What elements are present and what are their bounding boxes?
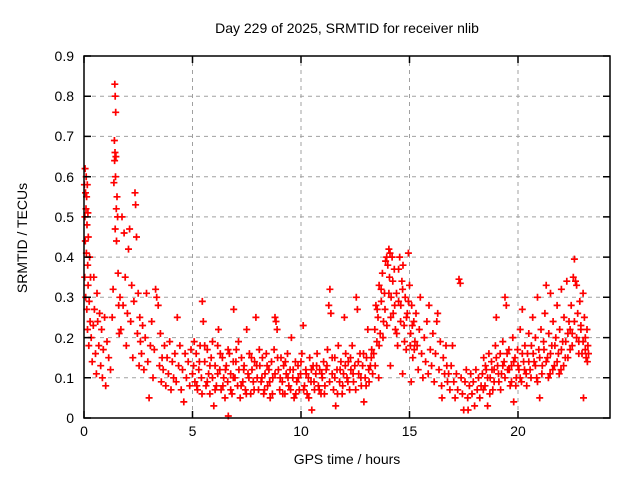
y-tick-label: 0.7 — [54, 128, 74, 145]
y-tick-label: 0.2 — [54, 329, 74, 346]
grid-path — [84, 56, 610, 418]
plot-border — [83, 55, 611, 419]
scatter-points-path — [80, 80, 592, 420]
tick-marks-path — [83, 55, 610, 419]
x-tick-label: 20 — [510, 423, 526, 439]
x-axis-label: GPS time / hours — [293, 451, 401, 467]
y-tick-label: 0 — [66, 410, 74, 426]
y-tick-label: 0.1 — [54, 369, 74, 386]
gridlines — [84, 56, 610, 418]
axis-ticks — [83, 55, 610, 419]
chart-title: Day 229 of 2025, SRMTID for receiver nli… — [215, 20, 479, 36]
y-tick-label: 0.9 — [54, 48, 74, 64]
y-tick-label: 0.4 — [54, 249, 74, 266]
y-tick-label: 0.5 — [54, 208, 74, 225]
scatter-points — [80, 80, 592, 420]
y-tick-label: 0.6 — [54, 168, 74, 185]
y-tick-label: 0.3 — [54, 289, 74, 306]
y-tick-label: 0.8 — [54, 88, 74, 105]
x-tick-label: 0 — [80, 423, 88, 439]
x-tick-label: 10 — [293, 423, 309, 439]
y-axis-label: SRMTID / TECUs — [14, 182, 30, 294]
x-tick-label: 15 — [401, 423, 418, 439]
x-tick-label: 5 — [188, 423, 197, 439]
